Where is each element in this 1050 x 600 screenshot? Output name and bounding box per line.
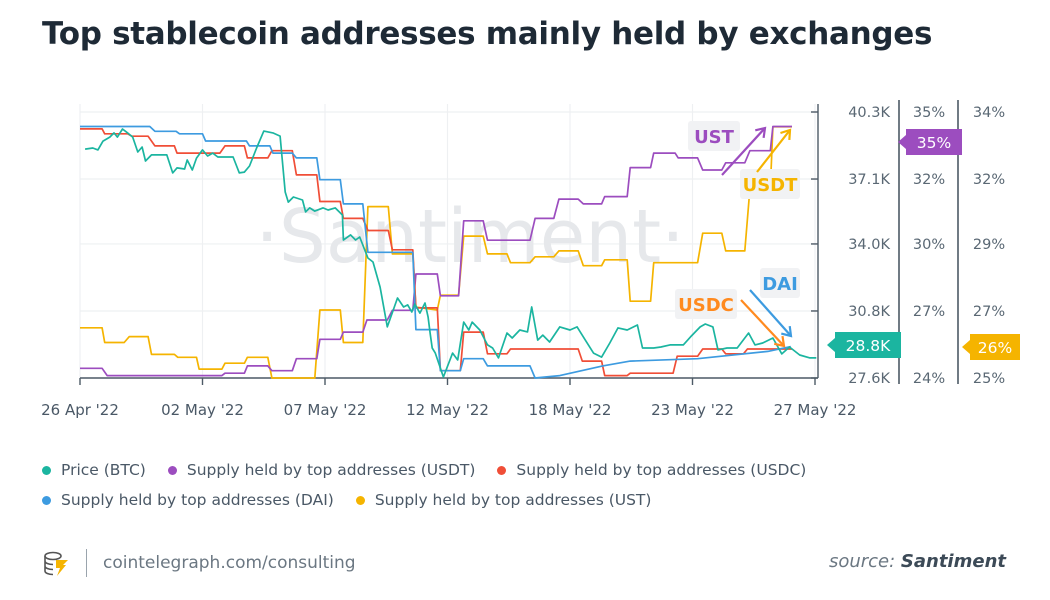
callout-tag <box>962 334 1020 360</box>
x-tick-label: 07 May '22 <box>284 401 367 419</box>
axes: 26 Apr '22 02 May '22 07 May '22 12 May '22… <box>41 100 1005 419</box>
callout-tag <box>827 332 901 358</box>
series-lines <box>80 125 817 379</box>
legend-dot <box>167 465 177 475</box>
callout-price-value: 28.8K <box>846 337 892 355</box>
legend-item-price[interactable]: Price (BTC) <box>42 461 146 479</box>
y-tick-label-price: 27.6K <box>848 371 890 387</box>
callout-usdt-value: 35% <box>917 134 951 152</box>
arrow-icon <box>721 127 766 176</box>
annotations: UST USDT USDC DAI <box>675 121 800 348</box>
callout-ust-value: 26% <box>978 339 1012 357</box>
arrow-icon <box>756 129 791 173</box>
annotation-box <box>675 289 737 319</box>
footer-url[interactable]: cointelegraph.com/consulting <box>103 553 356 573</box>
legend-label: Supply held by top addresses (USDC) <box>516 461 807 479</box>
y-tick-label-pct-b: 34% <box>973 105 1005 121</box>
y-tick-label-pct-a: 32% <box>913 172 945 188</box>
y-tick-label-pct-b: 29% <box>973 237 1005 253</box>
cointelegraph-logo-icon <box>44 551 68 576</box>
legend-item-ust[interactable]: Supply held by top addresses (UST) <box>355 491 652 509</box>
arrow-icon <box>749 289 792 337</box>
arrowhead-icon <box>755 126 767 139</box>
x-tick-label: 12 May '22 <box>406 401 489 419</box>
annotation-label: USDC <box>678 295 734 316</box>
divider <box>86 549 87 577</box>
y-tick-label-pct-a: 27% <box>913 304 945 320</box>
arrowhead-icon <box>781 325 793 338</box>
annotation-box <box>760 268 800 298</box>
grid <box>79 104 818 379</box>
annotation-box <box>740 169 800 199</box>
legend-item-dai[interactable]: Supply held by top addresses (DAI) <box>42 491 334 509</box>
series-line-dai <box>80 125 791 379</box>
x-tick-label: 27 May '22 <box>774 401 857 419</box>
y-tick-label-price: 40.3K <box>848 105 890 121</box>
series-line-usdt <box>80 125 792 377</box>
series-line-usdc <box>80 128 792 377</box>
y-tick-label-pct-a: 30% <box>913 237 945 253</box>
x-tick-label: 26 Apr '22 <box>41 401 119 419</box>
y-tick-label-price: 34.0K <box>848 237 890 253</box>
y-tick-label-pct-a: 24% <box>913 371 945 387</box>
series-line-price <box>84 128 817 378</box>
legend-dot <box>497 465 507 475</box>
arrowhead-icon <box>773 335 786 348</box>
footer-brand: cointelegraph.com/consulting <box>42 548 356 578</box>
annotation-box <box>688 121 740 151</box>
y-tick-label-pct-b: 25% <box>973 371 1005 387</box>
annotation-label: USDT <box>743 175 799 196</box>
arrowhead-icon <box>780 128 792 141</box>
annotation-label: DAI <box>762 274 798 295</box>
source-name: Santiment <box>900 551 1006 572</box>
x-tick-label: 18 May '22 <box>529 401 612 419</box>
chart-title: Top stablecoin addresses mainly held by … <box>42 16 933 52</box>
legend-item-usdt[interactable]: Supply held by top addresses (USDT) <box>167 461 476 479</box>
y-tick-label-price: 37.1K <box>848 172 890 188</box>
watermark: ·Santiment· <box>255 194 684 280</box>
y-tick-label-pct-a: 35% <box>913 105 945 121</box>
callout-tag <box>898 129 962 155</box>
source-credit: source: Santiment <box>829 551 1006 572</box>
legend-dot <box>42 495 51 505</box>
y-tick-label-price: 30.8K <box>848 304 890 320</box>
x-tick-label: 23 May '22 <box>651 401 734 419</box>
y-tick-label-pct-b: 27% <box>973 304 1005 320</box>
legend-label: Price (BTC) <box>61 461 146 479</box>
x-tick-label: 02 May '22 <box>161 401 244 419</box>
legend-label: Supply held by top addresses (DAI) <box>61 491 334 509</box>
callouts: 28.8K 35% 26% <box>827 129 1020 360</box>
annotation-label: UST <box>694 127 735 148</box>
legend-item-usdc[interactable]: Supply held by top addresses (USDC) <box>497 461 806 479</box>
legend-dot <box>42 465 51 475</box>
arrow-icon <box>740 299 785 347</box>
legend-label: Supply held by top addresses (USDT) <box>186 461 476 479</box>
source-prefix: source: <box>828 551 896 572</box>
y-tick-label-pct-b: 32% <box>973 172 1005 188</box>
legend-dot <box>355 495 365 505</box>
legend-label: Supply held by top addresses (UST) <box>374 491 652 509</box>
legend: Price (BTC) Supply held by top addresses… <box>42 455 806 515</box>
chart: ·Santiment· 26 Apr '22 02 May '22 07 May '… <box>41 100 1020 419</box>
